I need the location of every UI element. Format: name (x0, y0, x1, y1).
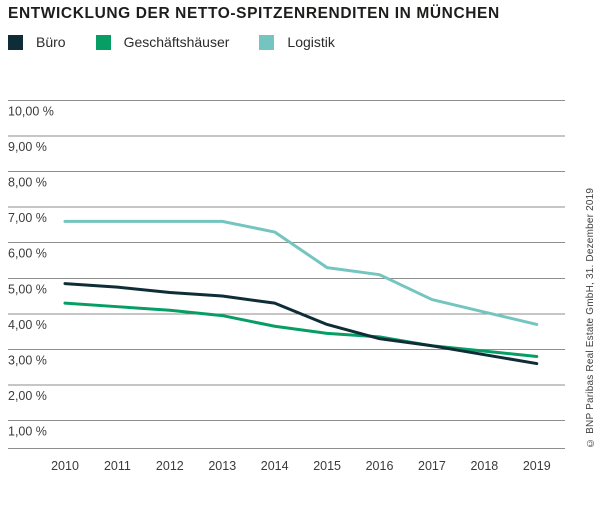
legend-swatch (95, 34, 111, 50)
x-tick-label: 2013 (208, 459, 236, 473)
series-line-geschäftshäuser (63, 301, 539, 358)
y-tick-label: 1,00 % (8, 424, 47, 438)
legend: Büro Geschäftshäuser Logistik (8, 34, 365, 50)
x-tick-label: 2018 (470, 459, 498, 473)
x-tick-label: 2016 (366, 459, 394, 473)
x-tick-label: 2011 (104, 459, 131, 473)
y-tick-label: 9,00 % (8, 140, 47, 154)
x-tick-label: 2017 (418, 459, 446, 473)
series-line-logistik (63, 219, 539, 326)
y-tick-label: 3,00 % (8, 353, 47, 367)
legend-item: Logistik (259, 34, 335, 50)
y-tick-label: 4,00 % (8, 318, 47, 332)
x-tick-label: 2015 (313, 459, 341, 473)
legend-item: Geschäftshäuser (95, 34, 230, 50)
legend-item: Büro (8, 34, 66, 50)
x-tick-label: 2010 (51, 459, 79, 473)
legend-label: Geschäftshäuser (123, 34, 230, 50)
y-tick-label: 5,00 % (8, 282, 47, 296)
legend-label: Logistik (287, 34, 335, 50)
y-tick-label: 8,00 % (8, 176, 47, 190)
y-tick-label: 10,00 % (8, 105, 54, 119)
x-tick-label: 2019 (523, 459, 551, 473)
x-tick-label: 2014 (261, 459, 289, 473)
y-tick-label: 6,00 % (8, 247, 47, 261)
chart-title: ENTWICKLUNG DER NETTO-SPITZENRENDITEN IN… (8, 5, 500, 22)
legend-swatch (259, 34, 275, 50)
y-tick-label: 2,00 % (8, 389, 47, 403)
x-tick-label: 2012 (156, 459, 184, 473)
source-note: © BNP Paribas Real Estate GmbH, 31. Deze… (585, 187, 596, 448)
legend-swatch (8, 34, 23, 50)
series-line-büro (63, 282, 539, 366)
y-tick-label: 7,00 % (8, 211, 47, 225)
legend-label: Büro (36, 34, 66, 50)
